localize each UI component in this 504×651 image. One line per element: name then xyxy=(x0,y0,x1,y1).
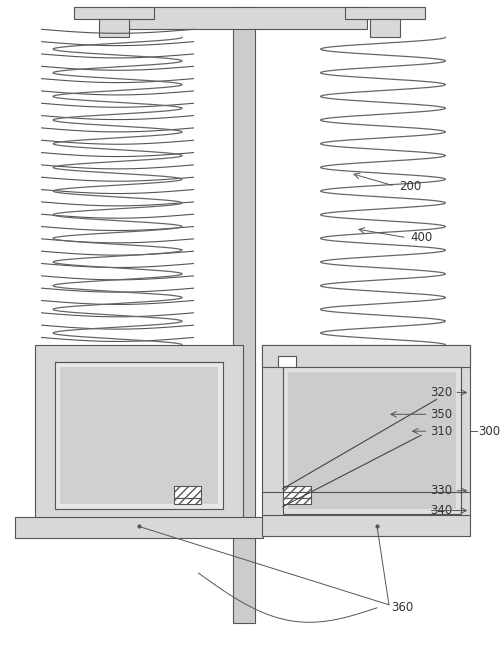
Bar xyxy=(174,486,202,497)
Bar xyxy=(278,355,296,367)
Bar xyxy=(262,514,470,536)
Bar xyxy=(54,362,223,508)
Bar xyxy=(283,497,310,504)
Text: 310: 310 xyxy=(430,424,453,437)
Bar xyxy=(174,497,202,504)
Bar xyxy=(59,367,218,504)
Bar xyxy=(370,20,400,37)
Text: 200: 200 xyxy=(399,180,421,193)
Text: 330: 330 xyxy=(430,484,453,497)
Bar xyxy=(35,345,243,518)
Text: 340: 340 xyxy=(430,504,453,517)
Text: 350: 350 xyxy=(430,408,453,421)
Text: 300: 300 xyxy=(478,424,500,437)
Bar xyxy=(129,8,367,29)
Bar xyxy=(283,367,461,514)
Text: 360: 360 xyxy=(391,602,413,615)
Bar xyxy=(262,345,470,518)
Bar xyxy=(75,8,154,20)
Bar xyxy=(99,20,129,37)
Text: 320: 320 xyxy=(430,386,453,399)
Bar xyxy=(283,486,310,497)
Text: 400: 400 xyxy=(411,231,433,244)
Bar xyxy=(262,345,470,367)
Bar xyxy=(345,8,425,20)
Bar xyxy=(288,372,457,508)
Bar xyxy=(15,516,263,538)
Bar xyxy=(233,8,255,622)
